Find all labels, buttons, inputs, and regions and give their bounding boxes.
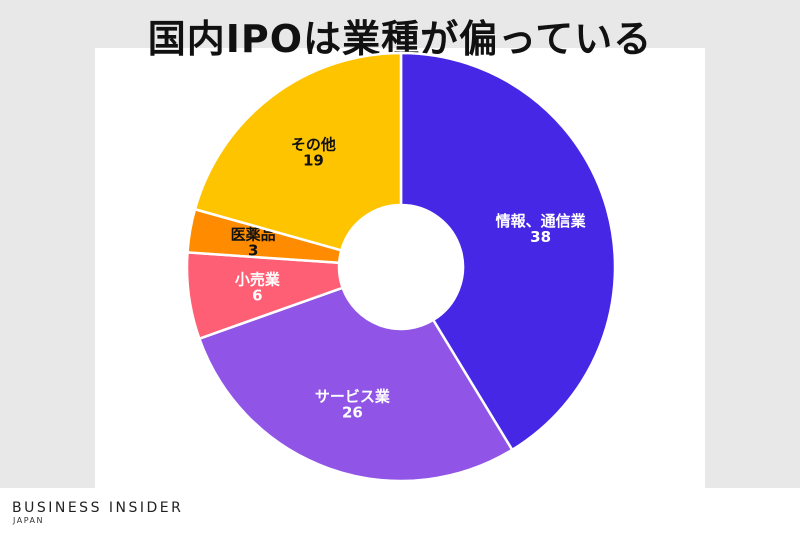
slice-value-other: 19 (303, 151, 324, 169)
slice-value-pharma: 3 (248, 242, 258, 260)
slice-info-comm (399, 51, 617, 452)
slice-label-retail: 小売業 (235, 271, 281, 289)
brand-logo: BUSINESS INSIDER (12, 500, 184, 516)
slice-value-service: 26 (342, 404, 363, 422)
slice-label-service: サービス業 (315, 388, 391, 406)
slice-other (193, 51, 403, 252)
slice-label-info-comm: 情報、通信業 (496, 212, 587, 230)
slice-service (197, 286, 514, 483)
slice-value-retail: 6 (252, 287, 262, 305)
slice-label-other: その他 (291, 135, 336, 153)
brand-region: JAPAN (13, 516, 44, 525)
footer-bar (0, 488, 800, 533)
slice-value-info-comm: 38 (530, 228, 551, 246)
